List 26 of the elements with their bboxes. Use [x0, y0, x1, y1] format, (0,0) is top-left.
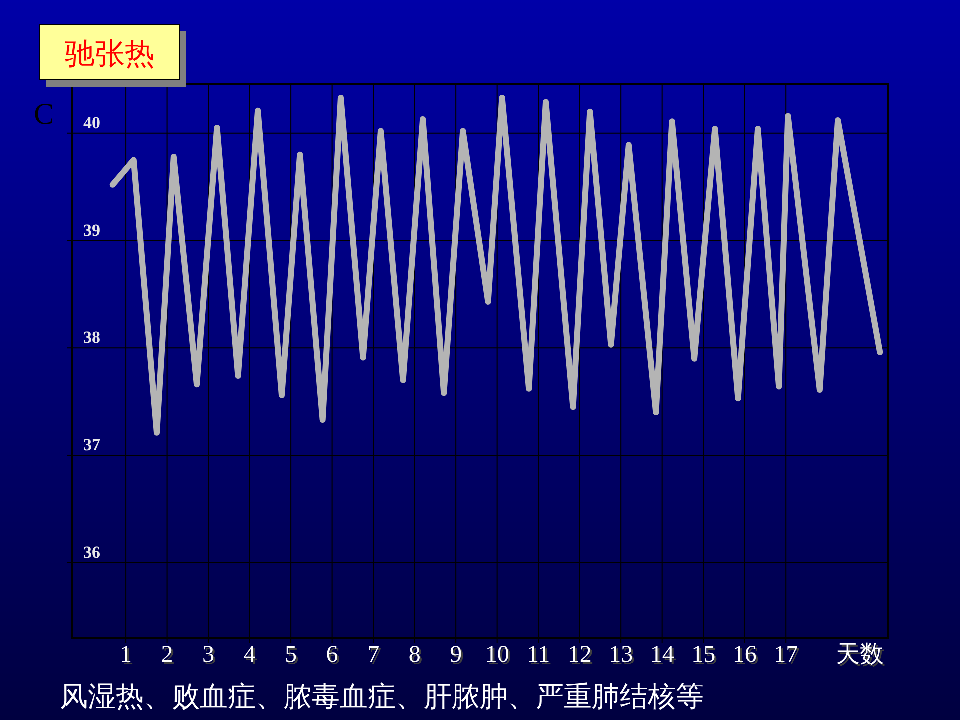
y-axis-title: C	[34, 98, 54, 131]
x-tick-label: 16	[732, 642, 757, 668]
x-tick-label: 1	[120, 642, 132, 668]
x-tick-label: 13	[609, 642, 634, 668]
x-tick-label: 3	[202, 642, 215, 668]
text: 风湿热、败血症、脓毒血症、肝脓肿、严重肺结核等	[60, 682, 704, 713]
x-tick-label: 15	[692, 642, 716, 668]
x-tick-label: 9	[450, 642, 462, 668]
y-tick-label: 39	[84, 220, 100, 240]
y-tick-label: 40	[84, 113, 100, 132]
x-tick-label: 6	[326, 642, 338, 668]
x-tick-label: 14	[650, 642, 674, 668]
chart-title: 驰张热	[65, 37, 155, 72]
x-tick-label: 11	[527, 642, 550, 668]
x-tick-label: 5	[285, 642, 298, 668]
x-tick-label: 17	[774, 642, 798, 668]
y-tick-label: 37	[84, 435, 101, 454]
x-tick-label: 4	[244, 642, 256, 668]
x-tick-label: 8	[408, 642, 421, 668]
y-tick-label: 38	[84, 328, 100, 348]
y-tick-label: 36	[84, 542, 100, 562]
x-tick-label: 2	[161, 642, 174, 668]
x-axis-title: 天数	[836, 642, 884, 668]
x-tick-label: 12	[568, 642, 592, 668]
x-tick-label: 10	[485, 642, 510, 668]
x-tick-label: 7	[368, 642, 380, 668]
